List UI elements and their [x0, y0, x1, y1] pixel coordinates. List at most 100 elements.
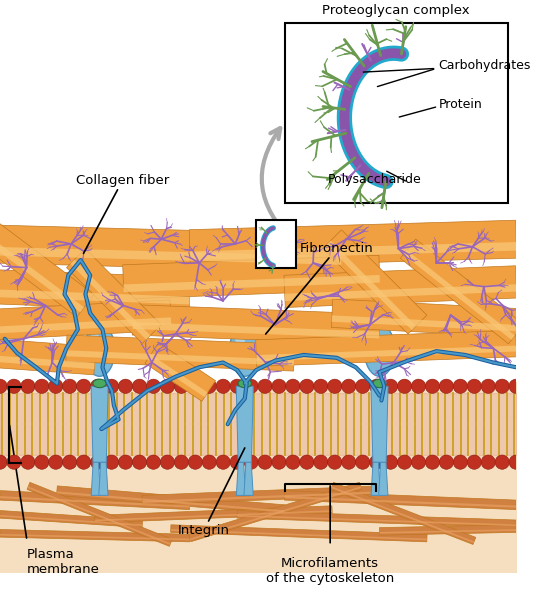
Circle shape: [495, 455, 509, 469]
Polygon shape: [190, 242, 516, 260]
Polygon shape: [285, 491, 516, 509]
Circle shape: [104, 455, 119, 469]
Polygon shape: [0, 496, 190, 508]
Circle shape: [327, 455, 342, 469]
Polygon shape: [379, 462, 388, 495]
Text: Plasma
membrane: Plasma membrane: [27, 547, 100, 576]
Circle shape: [146, 455, 160, 469]
Polygon shape: [28, 486, 171, 545]
Polygon shape: [0, 223, 94, 317]
Circle shape: [35, 455, 49, 469]
Text: Microfilaments
of the cytoskeleton: Microfilaments of the cytoskeleton: [266, 557, 394, 585]
Circle shape: [369, 455, 384, 469]
Polygon shape: [0, 515, 143, 526]
FancyArrowPatch shape: [262, 128, 294, 242]
Ellipse shape: [373, 379, 386, 388]
Polygon shape: [91, 462, 101, 495]
Circle shape: [425, 455, 440, 469]
Text: Collagen fiber: Collagen fiber: [76, 174, 169, 254]
FancyBboxPatch shape: [256, 220, 296, 268]
Circle shape: [119, 379, 133, 394]
Circle shape: [356, 379, 370, 394]
Polygon shape: [0, 317, 171, 334]
Polygon shape: [332, 316, 516, 331]
Circle shape: [0, 455, 7, 469]
Circle shape: [453, 455, 467, 469]
Polygon shape: [379, 525, 516, 535]
Circle shape: [7, 379, 21, 394]
Polygon shape: [0, 269, 190, 311]
Circle shape: [48, 379, 63, 394]
Circle shape: [63, 379, 77, 394]
Circle shape: [300, 455, 314, 469]
Circle shape: [132, 379, 147, 394]
Text: Proteoglycan complex: Proteoglycan complex: [322, 4, 470, 17]
Text: Polysaccharide: Polysaccharide: [328, 173, 422, 186]
Ellipse shape: [370, 332, 380, 349]
Polygon shape: [256, 330, 517, 366]
Circle shape: [160, 455, 175, 469]
Text: Carbohydrates: Carbohydrates: [438, 59, 531, 72]
Polygon shape: [400, 239, 524, 344]
Circle shape: [77, 379, 91, 394]
Ellipse shape: [90, 332, 100, 349]
Circle shape: [411, 379, 425, 394]
Polygon shape: [0, 530, 190, 542]
Circle shape: [174, 455, 188, 469]
Ellipse shape: [236, 332, 245, 349]
Circle shape: [258, 379, 272, 394]
Polygon shape: [323, 230, 427, 334]
Polygon shape: [145, 343, 215, 401]
Polygon shape: [0, 225, 342, 272]
Polygon shape: [95, 510, 332, 521]
Polygon shape: [236, 462, 246, 495]
Polygon shape: [143, 491, 380, 503]
Circle shape: [481, 455, 496, 469]
Circle shape: [48, 455, 63, 469]
Circle shape: [286, 455, 300, 469]
Circle shape: [509, 379, 523, 394]
Circle shape: [90, 379, 105, 394]
Polygon shape: [0, 355, 95, 369]
Polygon shape: [189, 482, 362, 542]
Circle shape: [425, 379, 440, 394]
Circle shape: [314, 379, 328, 394]
Polygon shape: [190, 486, 361, 540]
Polygon shape: [0, 339, 96, 375]
Circle shape: [369, 379, 384, 394]
Polygon shape: [244, 462, 253, 495]
Polygon shape: [284, 266, 517, 307]
Circle shape: [453, 379, 467, 394]
Polygon shape: [133, 322, 379, 339]
Polygon shape: [70, 259, 150, 340]
Polygon shape: [326, 241, 416, 330]
Circle shape: [216, 455, 230, 469]
Polygon shape: [0, 300, 171, 340]
Circle shape: [398, 455, 412, 469]
Circle shape: [495, 379, 509, 394]
Circle shape: [90, 455, 105, 469]
Circle shape: [272, 455, 286, 469]
Circle shape: [314, 455, 328, 469]
Polygon shape: [331, 482, 476, 544]
Polygon shape: [237, 511, 516, 528]
Circle shape: [119, 455, 133, 469]
Polygon shape: [236, 387, 254, 462]
Circle shape: [411, 455, 425, 469]
Text: Protein: Protein: [438, 98, 482, 111]
Text: Fibronectin: Fibronectin: [265, 242, 374, 334]
Circle shape: [439, 379, 454, 394]
Polygon shape: [0, 534, 190, 540]
Circle shape: [398, 379, 412, 394]
Circle shape: [342, 379, 356, 394]
Polygon shape: [132, 305, 380, 345]
Polygon shape: [95, 506, 332, 523]
Polygon shape: [142, 486, 380, 505]
Polygon shape: [331, 486, 474, 543]
Circle shape: [342, 455, 356, 469]
Polygon shape: [189, 220, 517, 268]
Circle shape: [0, 379, 7, 394]
Polygon shape: [99, 462, 108, 495]
Ellipse shape: [230, 324, 260, 376]
Polygon shape: [0, 247, 342, 265]
